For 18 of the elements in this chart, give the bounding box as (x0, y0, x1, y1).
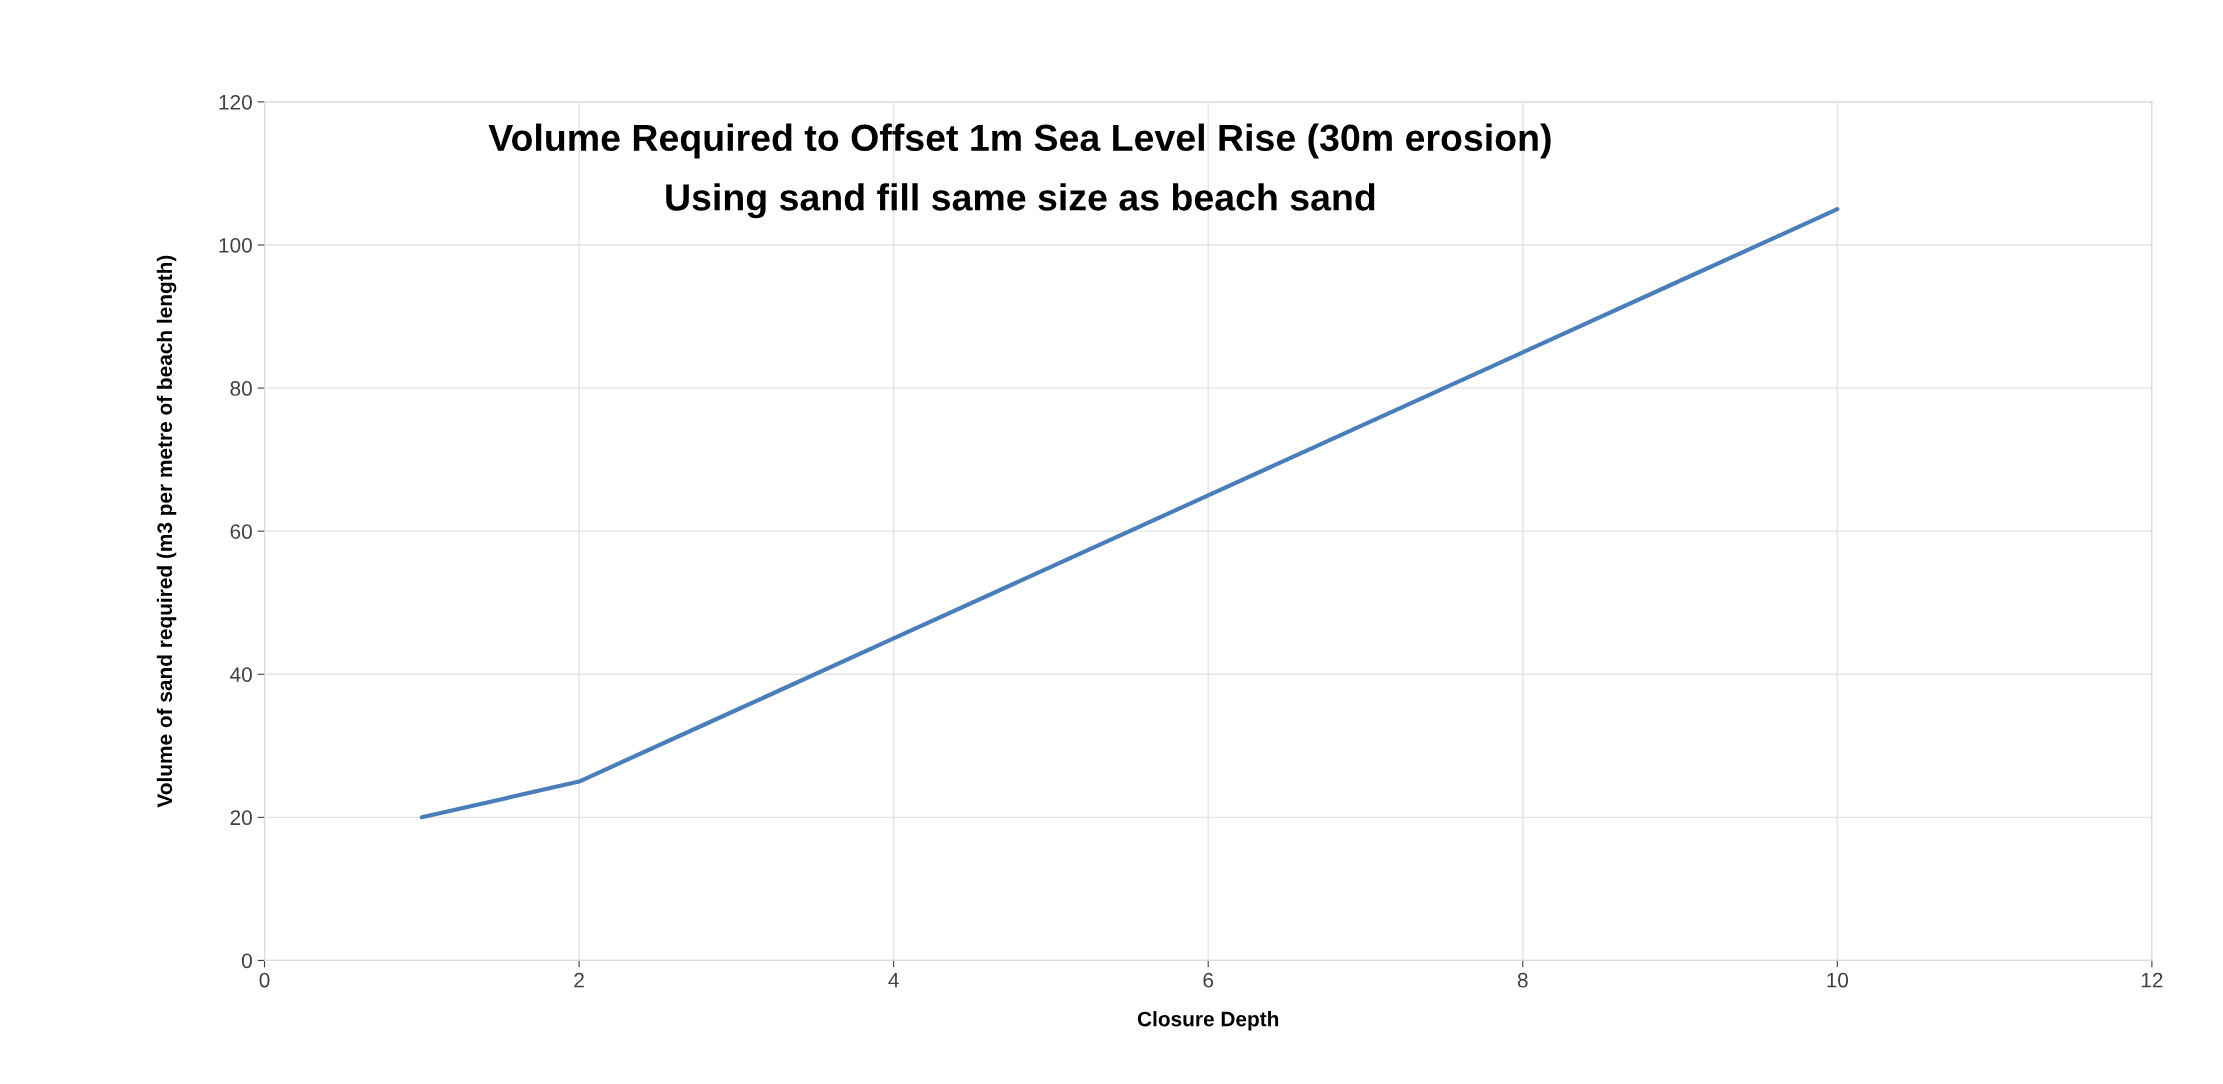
text: Using sand fill same size as beach sand (666, 183, 1375, 219)
y-tick-label: 20 (230, 810, 252, 826)
x-tick-label: 0 (259, 972, 270, 988)
x-tick-label: 8 (1517, 972, 1528, 988)
x-tick-label: 2 (574, 972, 584, 988)
y-tick-label: 60 (230, 524, 252, 539)
y-tick-label: 80 (230, 381, 252, 396)
y-axis-title: Volume of sand required (m3 per metre of beach length) (156, 255, 177, 808)
y-tick-label: 0 (241, 953, 252, 969)
x-tick-label: 10 (1827, 972, 1849, 988)
y-tick-label: 120 (219, 94, 252, 110)
x-tick-label: 12 (2141, 972, 2163, 988)
x-tick-label: 6 (1203, 972, 1214, 988)
x-tick-label: 4 (888, 972, 899, 988)
text: Volume Required to Offset 1m Sea Level Rise (30m erosion) (488, 123, 1551, 159)
x-axis-title: Closure Depth (1137, 1011, 1279, 1031)
y-tick-label: 40 (230, 667, 252, 682)
y-tick-label: 100 (219, 237, 252, 253)
